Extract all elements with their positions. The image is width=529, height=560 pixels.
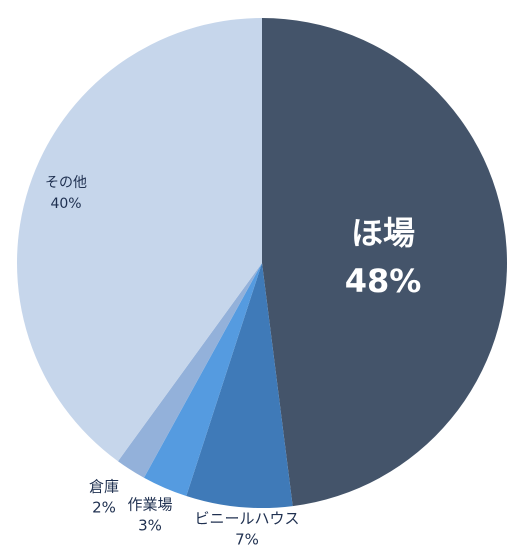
slice-label: 作業場 [127,496,172,514]
value-label: 3% [138,517,162,535]
pie-slice [117,263,262,478]
slice-label: ほ場 [351,214,415,252]
pie-slice [17,18,263,462]
value-label: 2% [92,499,116,517]
slice-label: ビニールハウス [194,510,299,528]
pie-slice [186,263,293,509]
value-label: 40% [50,196,81,212]
slice-label: その他 [45,175,87,191]
pie-slice [262,18,507,507]
pie-slice [143,263,262,497]
value-label: 7% [235,531,259,549]
value-label: 48% [345,262,422,300]
slice-label: 倉庫 [89,478,119,496]
